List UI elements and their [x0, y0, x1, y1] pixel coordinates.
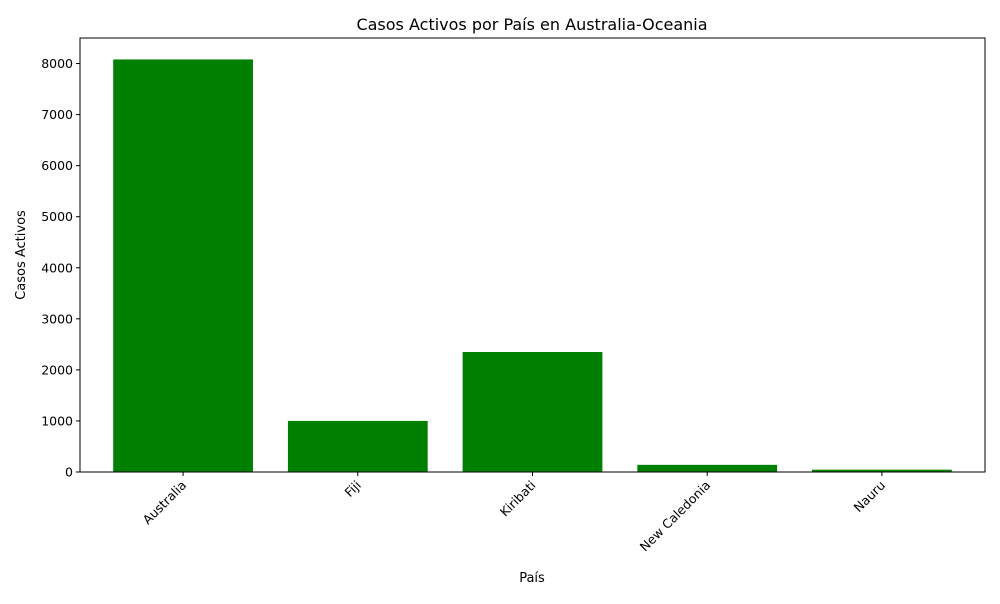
y-tick-label: 5000 — [41, 209, 73, 224]
bar-nauru — [812, 469, 952, 472]
bar-fiji — [287, 420, 428, 472]
y-tick-label: 8000 — [41, 56, 73, 71]
x-tick-label: Nauru — [851, 478, 888, 515]
plot-frame — [79, 37, 986, 473]
bar-australia — [113, 59, 253, 473]
bar-new-caledonia — [637, 464, 778, 472]
y-tick-label: 7000 — [41, 107, 73, 122]
chart-title: Casos Activos por País en Australia-Ocea… — [356, 15, 707, 34]
x-tick-label: Kiribati — [497, 478, 539, 520]
bars-layer — [113, 59, 952, 473]
y-tick-label: 4000 — [41, 260, 73, 275]
y-axis: 0 1000 2000 3000 4000 5000 6000 7000 8000 — [41, 56, 80, 480]
x-tick-label: Fiji — [341, 478, 363, 500]
x-axis-title: País — [519, 571, 545, 586]
y-tick-label: 6000 — [41, 158, 73, 173]
y-tick-label: 1000 — [41, 413, 73, 428]
y-tick-label: 2000 — [41, 362, 73, 377]
x-tick-label: New Caledonia — [637, 478, 714, 555]
y-tick-label: 0 — [65, 465, 73, 480]
x-axis: Australia Fiji Kiribati New Caledonia Nauru — [139, 472, 888, 554]
y-tick-label: 3000 — [41, 311, 73, 326]
x-tick-label: Australia — [139, 478, 189, 528]
y-axis-title: Casos Activos — [14, 210, 29, 300]
bar-kiribati — [462, 352, 603, 472]
